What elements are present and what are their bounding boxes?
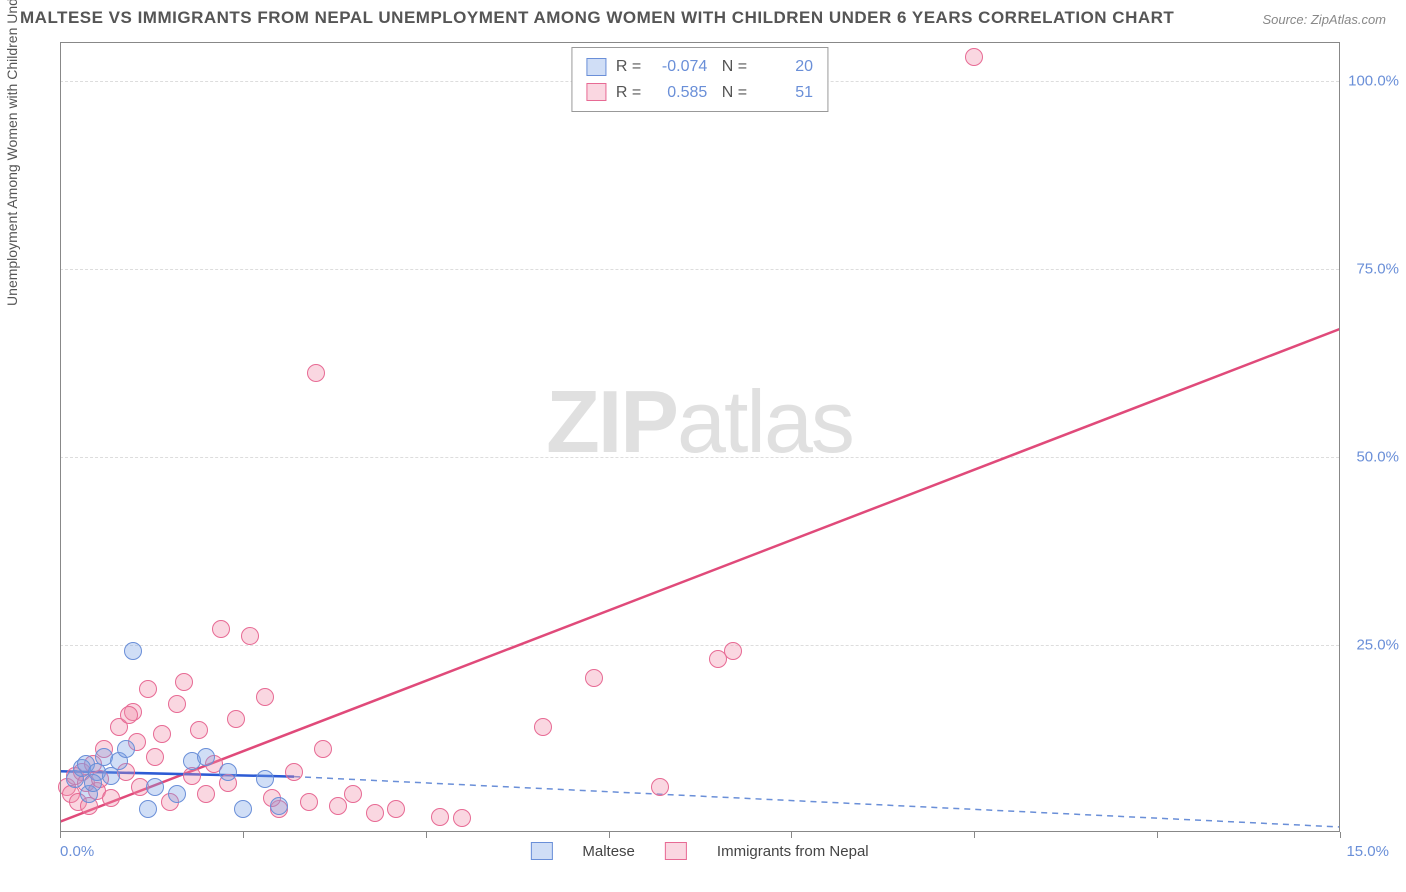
stats-row-nepal: R =0.585 N =51 <box>586 80 813 106</box>
point-nepal <box>227 710 245 728</box>
point-nepal <box>307 364 325 382</box>
point-nepal <box>197 785 215 803</box>
point-maltese <box>146 778 164 796</box>
point-nepal <box>175 673 193 691</box>
swatch-nepal <box>586 83 606 101</box>
point-nepal <box>453 809 471 827</box>
point-nepal <box>190 721 208 739</box>
point-maltese <box>139 800 157 818</box>
legend: Maltese Immigrants from Nepal <box>530 842 868 860</box>
point-maltese <box>84 774 102 792</box>
point-maltese <box>219 763 237 781</box>
point-nepal <box>431 808 449 826</box>
point-maltese <box>256 770 274 788</box>
point-nepal <box>366 804 384 822</box>
point-nepal <box>168 695 186 713</box>
point-nepal <box>651 778 669 796</box>
point-nepal <box>146 748 164 766</box>
point-nepal <box>241 627 259 645</box>
point-nepal <box>102 789 120 807</box>
legend-swatch-maltese <box>530 842 552 860</box>
x-axis <box>60 831 1339 832</box>
point-nepal <box>256 688 274 706</box>
legend-swatch-nepal <box>665 842 687 860</box>
plot-area: ZIPatlas R =-0.074 N =20 R =0.585 N =51 … <box>60 42 1340 832</box>
y-tick-label: 75.0% <box>1356 260 1399 277</box>
point-nepal <box>314 740 332 758</box>
y-axis-label: Unemployment Among Women with Children U… <box>4 0 20 306</box>
swatch-maltese <box>586 58 606 76</box>
point-nepal <box>153 725 171 743</box>
point-nepal <box>285 763 303 781</box>
point-nepal <box>212 620 230 638</box>
point-nepal <box>344 785 362 803</box>
y-tick-label: 25.0% <box>1356 636 1399 653</box>
trend-lines <box>60 43 1339 832</box>
x-tick-label: 15.0% <box>1346 843 1389 860</box>
source-label: Source: ZipAtlas.com <box>1262 12 1386 27</box>
point-maltese <box>124 642 142 660</box>
chart-title: MALTESE VS IMMIGRANTS FROM NEPAL UNEMPLO… <box>20 8 1174 28</box>
point-maltese <box>117 740 135 758</box>
point-maltese <box>168 785 186 803</box>
point-nepal <box>300 793 318 811</box>
x-tick-label: 0.0% <box>60 843 94 860</box>
stats-row-maltese: R =-0.074 N =20 <box>586 54 813 80</box>
point-nepal <box>387 800 405 818</box>
point-maltese <box>197 748 215 766</box>
point-nepal <box>534 718 552 736</box>
point-nepal <box>585 669 603 687</box>
point-nepal <box>120 706 138 724</box>
point-nepal <box>724 642 742 660</box>
point-nepal <box>139 680 157 698</box>
trend-line-nepal <box>60 329 1339 822</box>
trend-line-maltese-extrapolated <box>294 777 1339 827</box>
legend-label-maltese: Maltese <box>582 843 635 860</box>
legend-label-nepal: Immigrants from Nepal <box>717 843 869 860</box>
stats-box: R =-0.074 N =20 R =0.585 N =51 <box>571 47 828 112</box>
point-maltese <box>234 800 252 818</box>
y-tick-label: 50.0% <box>1356 448 1399 465</box>
y-axis <box>60 43 61 832</box>
point-nepal <box>965 48 983 66</box>
y-tick-label: 100.0% <box>1348 72 1399 89</box>
point-maltese <box>270 797 288 815</box>
